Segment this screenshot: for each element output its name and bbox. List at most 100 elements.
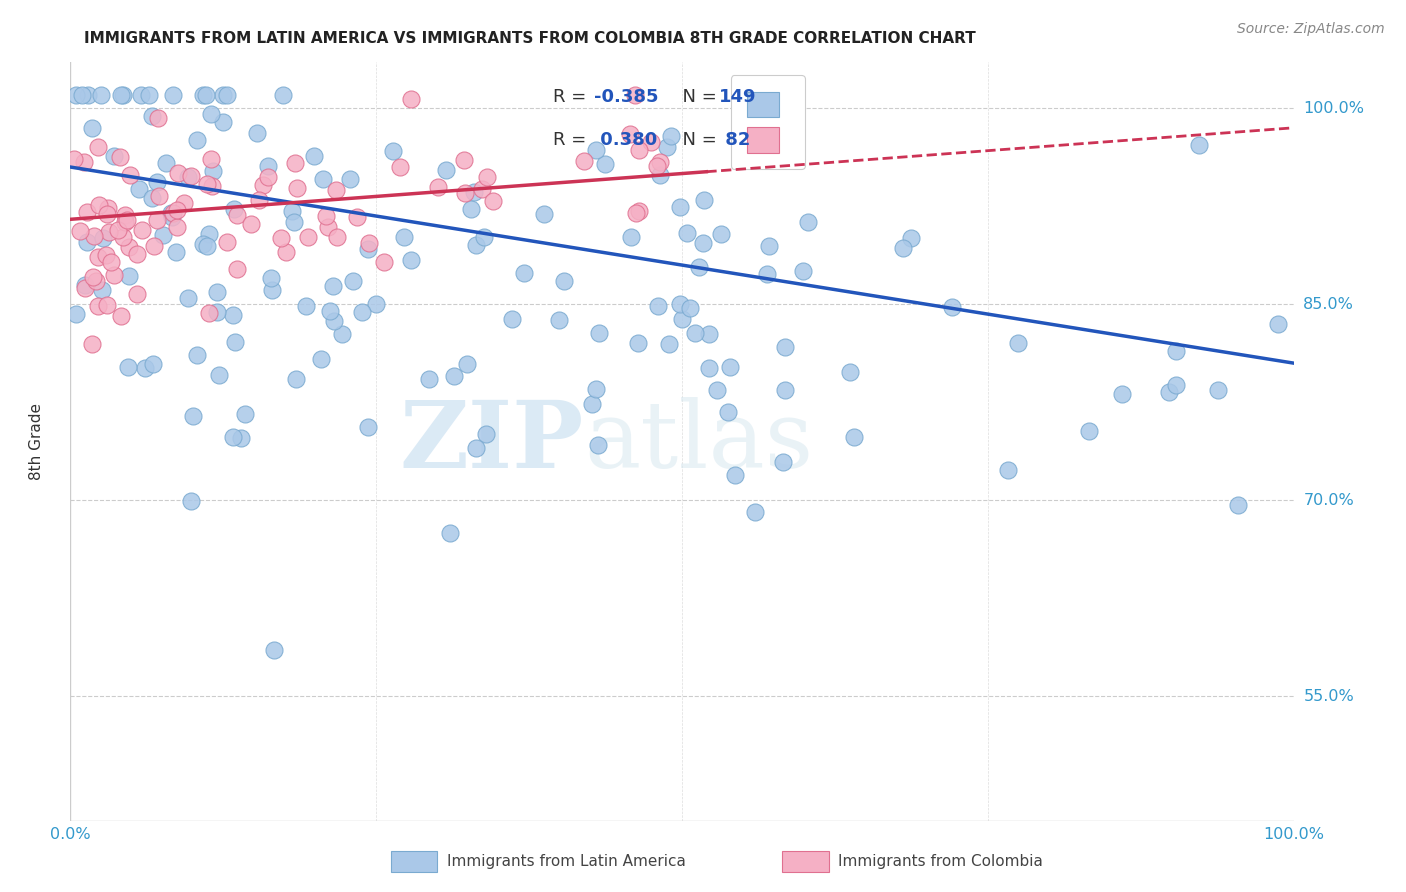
Point	[87, 140, 110, 154]
Point	[381, 144, 404, 158]
Bar	[391, 851, 437, 872]
Point	[212, 88, 235, 103]
Point	[669, 297, 692, 311]
Point	[177, 170, 200, 185]
Point	[96, 248, 118, 262]
Point	[443, 369, 465, 384]
Text: N =: N =	[671, 131, 723, 149]
Point	[271, 88, 294, 103]
Point	[548, 313, 571, 327]
Point	[464, 442, 486, 456]
Point	[239, 217, 262, 231]
Point	[110, 309, 132, 323]
Point	[891, 241, 914, 255]
Text: N =: N =	[671, 87, 723, 105]
Point	[797, 215, 820, 229]
Point	[724, 468, 747, 483]
Point	[200, 153, 222, 167]
Point	[792, 264, 814, 278]
Point	[222, 429, 245, 443]
Text: 85.0%: 85.0%	[1303, 297, 1354, 312]
Point	[533, 206, 555, 220]
Point	[1188, 137, 1211, 152]
Point	[697, 361, 720, 376]
Point	[756, 268, 779, 282]
Point	[63, 152, 86, 166]
Point	[456, 357, 478, 371]
Point	[399, 92, 422, 106]
Text: Source: ZipAtlas.com: Source: ZipAtlas.com	[1237, 22, 1385, 37]
Point	[997, 463, 1019, 477]
Point	[76, 235, 98, 249]
Point	[325, 183, 347, 197]
Text: Immigrants from Colombia: Immigrants from Colombia	[838, 854, 1043, 869]
Point	[619, 128, 641, 142]
Point	[284, 156, 307, 170]
Point	[692, 193, 714, 207]
Text: 70.0%: 70.0%	[1303, 493, 1354, 508]
Text: ZIP: ZIP	[399, 397, 583, 486]
Point	[118, 168, 141, 182]
Point	[155, 156, 177, 170]
Point	[585, 143, 607, 157]
Point	[658, 337, 681, 351]
Point	[668, 200, 690, 214]
Point	[588, 326, 610, 340]
Point	[145, 175, 167, 189]
Point	[418, 372, 440, 386]
Point	[627, 335, 650, 350]
Point	[655, 139, 678, 153]
Point	[572, 153, 595, 168]
Point	[235, 407, 257, 421]
Point	[339, 172, 361, 186]
Point	[842, 430, 865, 444]
Point	[364, 297, 387, 311]
Point	[285, 180, 308, 194]
Point	[627, 203, 650, 218]
Point	[302, 149, 325, 163]
Point	[357, 420, 380, 434]
Point	[200, 178, 222, 193]
Point	[482, 194, 505, 208]
Point	[69, 224, 91, 238]
Point	[276, 244, 298, 259]
Point	[191, 236, 214, 251]
Point	[65, 307, 87, 321]
Point	[434, 163, 457, 178]
Point	[309, 352, 332, 367]
Point	[96, 298, 118, 312]
Point	[186, 133, 208, 147]
Point	[350, 305, 373, 319]
Text: 8th Grade: 8th Grade	[28, 403, 44, 480]
Point	[900, 231, 922, 245]
Point	[676, 226, 699, 240]
Point	[620, 229, 643, 244]
Point	[152, 227, 174, 242]
Point	[553, 274, 575, 288]
Point	[472, 229, 495, 244]
Point	[180, 493, 202, 508]
Point	[138, 88, 160, 103]
Point	[195, 238, 218, 252]
Point	[87, 198, 110, 212]
Point	[166, 166, 188, 180]
Point	[76, 205, 98, 219]
Point	[640, 136, 662, 150]
Point	[75, 278, 97, 293]
Point	[342, 274, 364, 288]
Point	[148, 189, 170, 203]
Point	[463, 185, 485, 199]
Point	[260, 270, 283, 285]
Point	[941, 300, 963, 314]
Point	[1007, 336, 1029, 351]
Point	[194, 88, 217, 103]
Point	[125, 247, 148, 261]
Point	[96, 207, 118, 221]
Point	[107, 222, 129, 236]
Point	[166, 202, 188, 217]
Text: Immigrants from Latin America: Immigrants from Latin America	[447, 854, 686, 869]
Point	[215, 88, 238, 103]
Point	[165, 244, 187, 259]
Point	[322, 314, 344, 328]
Point	[427, 179, 450, 194]
